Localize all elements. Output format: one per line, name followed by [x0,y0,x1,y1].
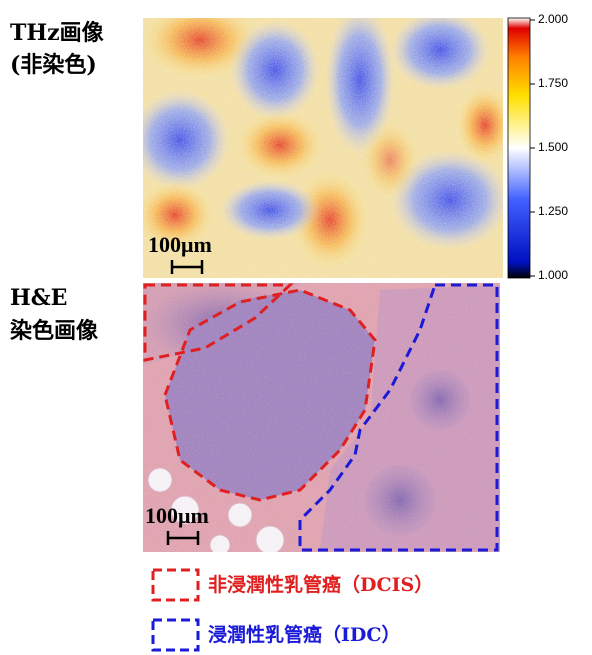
legend-swatch [153,620,198,650]
colorbar-tick-label: 2.000 [538,12,568,26]
legend: 非浸潤性乳管癌（DCIS） 浸潤性乳管癌（IDC） [153,570,433,650]
colorbar-tick-label: 1.250 [538,204,568,218]
he-label: 染色画像 [10,318,99,344]
scale-bar-label: 100μm [148,232,212,257]
colorbar-tick-label: 1.500 [538,140,568,154]
scale-bar-label: 100μm [145,503,209,528]
colorbar [508,18,530,278]
he-label: H&E [10,285,67,311]
legend-label: 非浸潤性乳管癌（DCIS） [208,573,433,596]
thz-label: (非染色) [10,52,97,78]
colorbar-tick-label: 1.000 [538,268,568,282]
thz-label: THz画像 [10,20,105,46]
colorbar-tick-label: 1.750 [538,76,568,90]
legend-swatch [153,570,198,600]
legend-label: 浸潤性乳管癌（IDC） [208,623,401,646]
figure: THz画像 (非染色) H&E 染色画像 100μm 100μm 非浸潤性乳管癌… [0,0,592,655]
